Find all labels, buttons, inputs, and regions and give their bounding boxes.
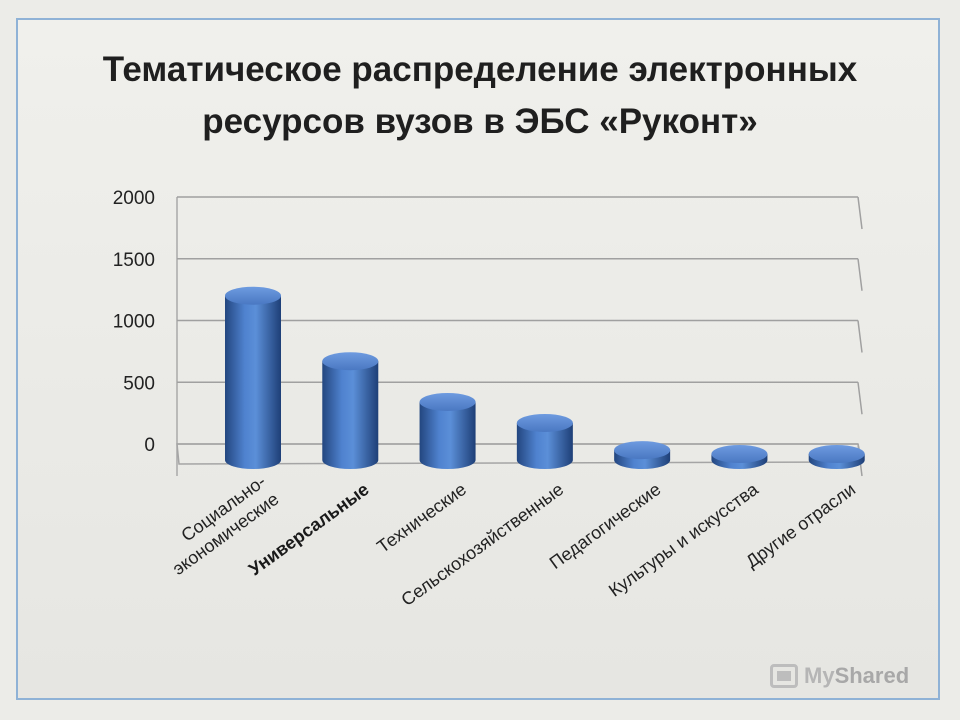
y-tick-layer: 0 500 1000 1500 2000 — [113, 188, 155, 456]
y-tick-label: 2000 — [113, 188, 155, 209]
bar — [419, 392, 476, 469]
chart-title-line-2: ресурсов вузов в ЭБС «Руконт» — [202, 102, 758, 141]
y-tick-label: 500 — [123, 373, 155, 394]
bar — [711, 445, 768, 469]
bar — [516, 413, 573, 469]
x-tick-label: Технические — [373, 479, 470, 557]
bar-top — [614, 441, 671, 460]
gridline-depth — [857, 196, 863, 230]
bar-top — [808, 445, 865, 463]
bar-body — [322, 361, 379, 469]
watermark-shared: Shared — [834, 663, 910, 688]
bar-top — [322, 352, 379, 371]
bar — [225, 286, 281, 469]
bar — [808, 445, 865, 469]
chart-title: Тематическое распределение электронных р… — [0, 44, 960, 148]
bar-layer — [225, 286, 865, 469]
watermark: MyShared — [770, 660, 909, 692]
gridline-depth — [857, 382, 863, 415]
bar-top — [711, 445, 768, 463]
y-tick-label: 1000 — [113, 312, 155, 333]
watermark-text: MyShared — [804, 663, 909, 689]
y-tick-label: 0 — [144, 435, 155, 456]
y-tick-label: 1500 — [113, 250, 155, 271]
watermark-my: My — [804, 663, 835, 688]
bar-body — [225, 295, 281, 469]
bar-body — [419, 401, 476, 469]
bar-top — [419, 392, 476, 411]
x-tick-label: Сельскохозяйственные — [397, 479, 567, 610]
bar-top — [516, 413, 573, 432]
bar — [614, 441, 671, 469]
gridline-depth — [857, 320, 863, 353]
slide-frame — [16, 18, 940, 700]
mysahred-logo-icon — [770, 664, 798, 688]
gridline-depth — [857, 258, 863, 291]
chart-title-line-1: Тематическое распределение электронных — [102, 50, 858, 89]
bar — [322, 352, 379, 469]
bar-body — [516, 422, 573, 469]
bar-top — [225, 286, 281, 305]
